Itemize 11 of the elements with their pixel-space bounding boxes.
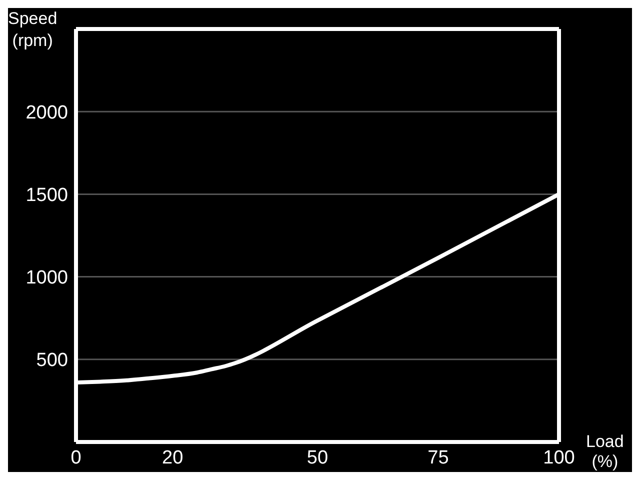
y-tick-label: 1500 — [26, 184, 68, 206]
x-tick-label: 50 — [306, 447, 328, 468]
y-tick-label: 2000 — [26, 102, 68, 124]
x-tick-label: 75 — [428, 447, 449, 468]
y-axis-title: Speed (rpm) — [8, 8, 58, 52]
x-tick-label: 20 — [162, 447, 184, 468]
y-tick-label: 500 — [36, 350, 68, 372]
x-tick-label: 0 — [70, 447, 82, 468]
x-axis-title: Load (%) — [586, 432, 624, 472]
y-tick-label: 1000 — [26, 268, 68, 289]
x-tick-label: 100 — [543, 447, 575, 468]
